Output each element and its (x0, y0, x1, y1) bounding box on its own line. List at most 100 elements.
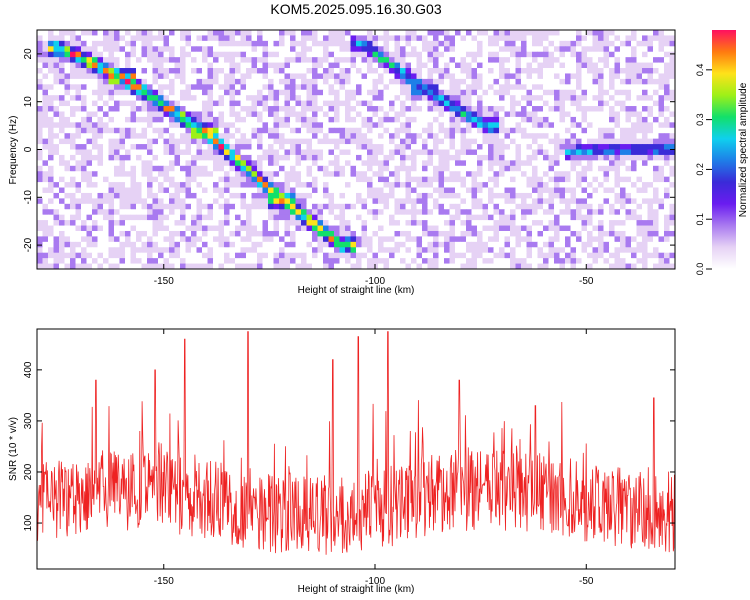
heatmap-cell (108, 236, 115, 243)
heatmap-cell (488, 165, 494, 172)
heatmap-cell (581, 171, 588, 178)
heatmap-cell (240, 198, 247, 205)
heatmap-cell (543, 51, 549, 58)
heatmap-cell (152, 171, 159, 178)
heatmap-cell (262, 46, 269, 53)
heatmap-cell (290, 149, 296, 156)
heatmap-cell (548, 40, 555, 47)
heatmap-cell (268, 252, 274, 259)
heatmap-cell (427, 84, 434, 91)
heatmap-cell (235, 149, 241, 156)
heatmap-cell (334, 46, 340, 53)
heatmap-cell (565, 209, 571, 216)
heatmap-cell (207, 144, 214, 150)
heatmap-cell (565, 258, 571, 264)
heatmap-cell (647, 116, 654, 123)
heatmap-cell (262, 95, 269, 102)
heatmap-cell (636, 165, 643, 172)
heatmap-cell (477, 258, 483, 264)
heatmap-cell (603, 187, 610, 194)
heatmap-cell (438, 247, 445, 254)
heatmap-cell (658, 160, 665, 167)
heatmap-cell (257, 111, 263, 118)
heatmap-cell (328, 252, 335, 259)
heatmap-cell (53, 252, 60, 259)
heatmap-cell (48, 116, 54, 123)
heatmap-cell (372, 78, 379, 85)
heatmap-cell (570, 149, 577, 156)
heatmap-cell (510, 149, 516, 156)
heatmap-cell (279, 84, 285, 91)
heatmap-cell (499, 100, 505, 107)
heatmap-cell (174, 35, 181, 42)
heatmap-cell (42, 78, 49, 85)
heatmap-cell (647, 73, 654, 80)
heatmap-cell (664, 225, 670, 232)
heatmap-cell (180, 214, 186, 221)
heatmap-cell (636, 149, 643, 156)
heatmap-cell (515, 247, 522, 254)
heatmap-cell (295, 252, 302, 259)
heatmap-cell (411, 62, 417, 69)
heatmap-cell (301, 182, 307, 188)
heatmap-cell (471, 84, 478, 91)
heatmap-cell (301, 122, 307, 129)
heatmap-cell (268, 95, 274, 102)
heatmap-cell (37, 78, 43, 85)
heatmap-cell (642, 258, 648, 264)
heatmap-cell (119, 30, 126, 36)
heatmap-cell (433, 95, 439, 102)
heatmap-cell (323, 46, 329, 53)
heatmap-cell (647, 35, 654, 42)
heatmap-cell (504, 149, 511, 156)
heatmap-cell (306, 138, 313, 145)
heatmap-cell (631, 144, 637, 150)
heatmap-cell (180, 144, 186, 150)
heatmap-cell (290, 225, 296, 232)
heatmap-cell (614, 230, 621, 237)
heatmap-cell (625, 46, 632, 53)
heatmap-cell (548, 192, 555, 199)
heatmap-cell (317, 51, 324, 58)
heatmap-cell (191, 220, 197, 226)
heatmap-cell (647, 209, 654, 216)
heatmap-cell (334, 89, 340, 96)
heatmap-cell (416, 149, 423, 156)
heatmap-cell (444, 241, 450, 248)
heatmap-cell (295, 35, 302, 42)
heatmap-cell (295, 192, 302, 199)
heatmap-cell (130, 100, 137, 107)
heatmap-cell (444, 252, 450, 259)
heatmap-cell (570, 176, 577, 183)
heatmap-cell (642, 122, 648, 129)
heatmap-cell (620, 258, 626, 264)
heatmap-cell (411, 247, 417, 254)
heatmap-cell (642, 252, 648, 259)
heatmap-cell (53, 68, 60, 74)
heatmap-cell (416, 230, 423, 237)
heatmap-cell (488, 230, 494, 237)
heatmap-cell (631, 30, 637, 36)
heatmap-cell (504, 111, 511, 118)
heatmap-cell (158, 247, 164, 254)
heatmap-cell (64, 176, 71, 183)
heatmap-cell (416, 111, 423, 118)
heatmap-cell (306, 236, 313, 243)
heatmap-cell (636, 230, 643, 237)
heatmap-cell (169, 247, 175, 254)
heatmap-cell (97, 40, 104, 47)
heatmap-cell (636, 51, 643, 58)
heatmap-cell (339, 144, 346, 150)
heatmap-cell (114, 258, 120, 264)
heatmap-cell (570, 203, 577, 210)
heatmap-cell (482, 198, 489, 205)
heatmap-cell (42, 258, 49, 264)
heatmap-cell (576, 241, 582, 248)
heatmap-cell (339, 51, 346, 58)
heatmap-cell (119, 160, 126, 167)
heatmap-cell (295, 62, 302, 69)
heatmap-cell (312, 160, 318, 167)
heatmap-cell (427, 62, 434, 69)
heatmap-cell (119, 192, 126, 199)
heatmap-cell (125, 40, 131, 47)
